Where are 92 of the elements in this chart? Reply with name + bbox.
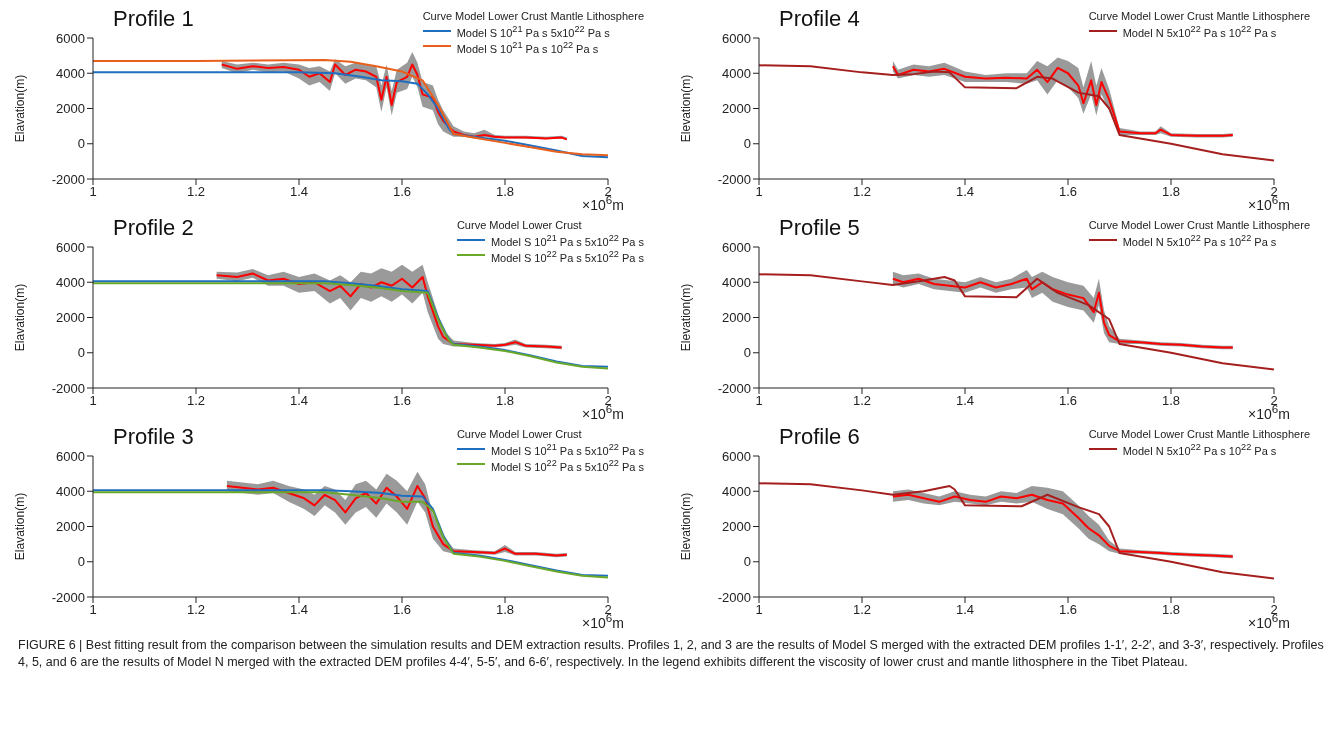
y-tick-label: 0 xyxy=(77,136,85,152)
y-axis-title: Elavation(m) xyxy=(13,492,28,561)
line-series xyxy=(759,273,1274,371)
legend-label: Model S 10$^{22}$ Pa s 5x10$^{22}$ Pa s xyxy=(490,247,644,264)
y-tick-label: 0 xyxy=(77,554,85,570)
chart-title: Profile 3 xyxy=(113,424,194,450)
x-tick-label: 1.8 xyxy=(1161,184,1181,200)
chart-title: Profile 5 xyxy=(779,215,860,241)
x-tick-label: 1 xyxy=(755,393,763,409)
y-tick-label: 2000 xyxy=(722,310,751,326)
legend-label: Model N 5x10$^{22}$ Pa s 10$^{22}$ Pa s xyxy=(1122,441,1277,457)
x-tick-label: 1.6 xyxy=(1058,602,1078,618)
y-tick-label: 0 xyxy=(743,554,751,570)
y-tick-label: 6000 xyxy=(722,448,751,464)
x-tick-label: 1.2 xyxy=(186,393,206,409)
legend-label: Model S 10$^{21}$ Pa s 10$^{22}$ Pa s xyxy=(456,38,599,55)
x-tick-label: 1.8 xyxy=(1161,393,1181,409)
x-tick-label: 1.6 xyxy=(1058,393,1078,409)
x-tick-label: 1.2 xyxy=(852,184,872,200)
y-tick-label: 2000 xyxy=(56,101,85,117)
y-axis-title: Elavation(m) xyxy=(13,283,28,352)
legend-label: Model S 10$^{22}$ Pa s 5x10$^{22}$ Pa s xyxy=(490,456,644,473)
y-axis-title: Elavation(m) xyxy=(13,74,28,143)
x-tick-label: 1.2 xyxy=(852,393,872,409)
y-tick-label: 2000 xyxy=(722,101,751,117)
x-tick-label: 1.6 xyxy=(1058,184,1078,200)
legend-title: Curve Model Lower Crust Mantle Lithosphere xyxy=(1088,10,1310,22)
chart-title: Profile 2 xyxy=(113,215,194,241)
y-tick-label: 2000 xyxy=(722,519,751,535)
y-tick-label: -2000 xyxy=(51,171,85,187)
legend-label: Model N 5x10$^{22}$ Pa s 10$^{22}$ Pa s xyxy=(1122,23,1277,39)
legend-title: Curve Model Lower Crust Mantle Lithosphere xyxy=(1088,219,1310,231)
x-tick-label: 1.2 xyxy=(186,602,206,618)
y-tick-label: 4000 xyxy=(722,483,751,499)
x-tick-label: 1.2 xyxy=(186,184,206,200)
x-tick-label: 1.4 xyxy=(955,184,975,200)
x-tick-label: 1 xyxy=(89,602,97,618)
y-tick-label: 0 xyxy=(77,345,85,361)
y-tick-label: 4000 xyxy=(56,274,85,290)
x-tick-label: 1.4 xyxy=(289,602,309,618)
x-tick-label: 1.8 xyxy=(495,602,515,618)
x-tick-label: 1 xyxy=(755,602,763,618)
y-tick-label: 4000 xyxy=(722,274,751,290)
x-tick-label: 1.8 xyxy=(495,184,515,200)
y-tick-label: -2000 xyxy=(717,589,751,605)
line-series xyxy=(759,64,1274,162)
x-tick-label: 1.4 xyxy=(955,393,975,409)
y-tick-label: 2000 xyxy=(56,519,85,535)
legend-label: Model S 10$^{21}$ Pa s 5x10$^{22}$ Pa s xyxy=(456,23,610,39)
y-tick-label: -2000 xyxy=(717,171,751,187)
x-tick-label: 1.4 xyxy=(289,184,309,200)
y-tick-label: 6000 xyxy=(56,448,85,464)
x-tick-label: 1.8 xyxy=(495,393,515,409)
caption: FIGURE 6 | Best fitting result from the comparison between the simulation results and DEM extraction results. Profiles 1, 2, and 3 are the results of Model S merged with the extracted DEM profiles 1-1′, 2-2′, and 3-3′, respectively. Profiles 4, 5, and 6 are the results of Model N merged with the extracted DEM profiles 4-4′, 5-5′, and 6-6′, respectively. In the legend exhibits different the viscosity of lower crust and mantle lithosphere in the Tibet Plateau. xyxy=(18,637,1324,671)
legend-title: Curve Model Lower Crust xyxy=(456,219,583,231)
chart-title: Profile 4 xyxy=(779,6,860,32)
legend-title: Curve Model Lower Crust Mantle Lithosphere xyxy=(422,10,644,22)
y-tick-label: 2000 xyxy=(56,310,85,326)
y-tick-label: 6000 xyxy=(722,239,751,255)
y-tick-label: -2000 xyxy=(51,589,85,605)
legend-label: Model S 10$^{21}$ Pa s 5x10$^{22}$ Pa s xyxy=(490,441,644,457)
y-tick-label: 0 xyxy=(743,136,751,152)
y-tick-label: 6000 xyxy=(56,239,85,255)
x-tick-label: 1.2 xyxy=(852,602,872,618)
legend-label: Model S 10$^{21}$ Pa s 5x10$^{22}$ Pa s xyxy=(490,232,644,248)
y-tick-label: 4000 xyxy=(56,65,85,81)
y-tick-label: 6000 xyxy=(722,30,751,46)
x-tick-label: 1 xyxy=(89,184,97,200)
chart-title: Profile 6 xyxy=(779,424,860,450)
x-tick-label: 1.4 xyxy=(955,602,975,618)
y-tick-label: 6000 xyxy=(56,30,85,46)
x-tick-label: 1 xyxy=(89,393,97,409)
x-tick-label: 1.8 xyxy=(1161,602,1181,618)
legend-title: Curve Model Lower Crust xyxy=(456,428,583,440)
y-tick-label: -2000 xyxy=(717,380,751,396)
chart-title: Profile 1 xyxy=(113,6,194,32)
y-tick-label: 4000 xyxy=(56,483,85,499)
x-tick-label: 1.6 xyxy=(392,393,412,409)
x-tick-label: 1.6 xyxy=(392,184,412,200)
legend-label: Model N 5x10$^{22}$ Pa s 10$^{22}$ Pa s xyxy=(1122,232,1277,248)
x-tick-label: 1 xyxy=(755,184,763,200)
y-axis-title: Elevation(m) xyxy=(679,74,694,143)
y-axis-title: Elevation(m) xyxy=(679,492,694,561)
y-tick-label: 4000 xyxy=(722,65,751,81)
line-series xyxy=(759,482,1274,580)
x-tick-label: 1.6 xyxy=(392,602,412,618)
y-axis-title: Elevation(m) xyxy=(679,283,694,352)
y-tick-label: -2000 xyxy=(51,380,85,396)
line-series xyxy=(225,484,568,557)
x-tick-label: 1.4 xyxy=(289,393,309,409)
y-tick-label: 0 xyxy=(743,345,751,361)
legend-title: Curve Model Lower Crust Mantle Lithosphere xyxy=(1088,428,1310,440)
